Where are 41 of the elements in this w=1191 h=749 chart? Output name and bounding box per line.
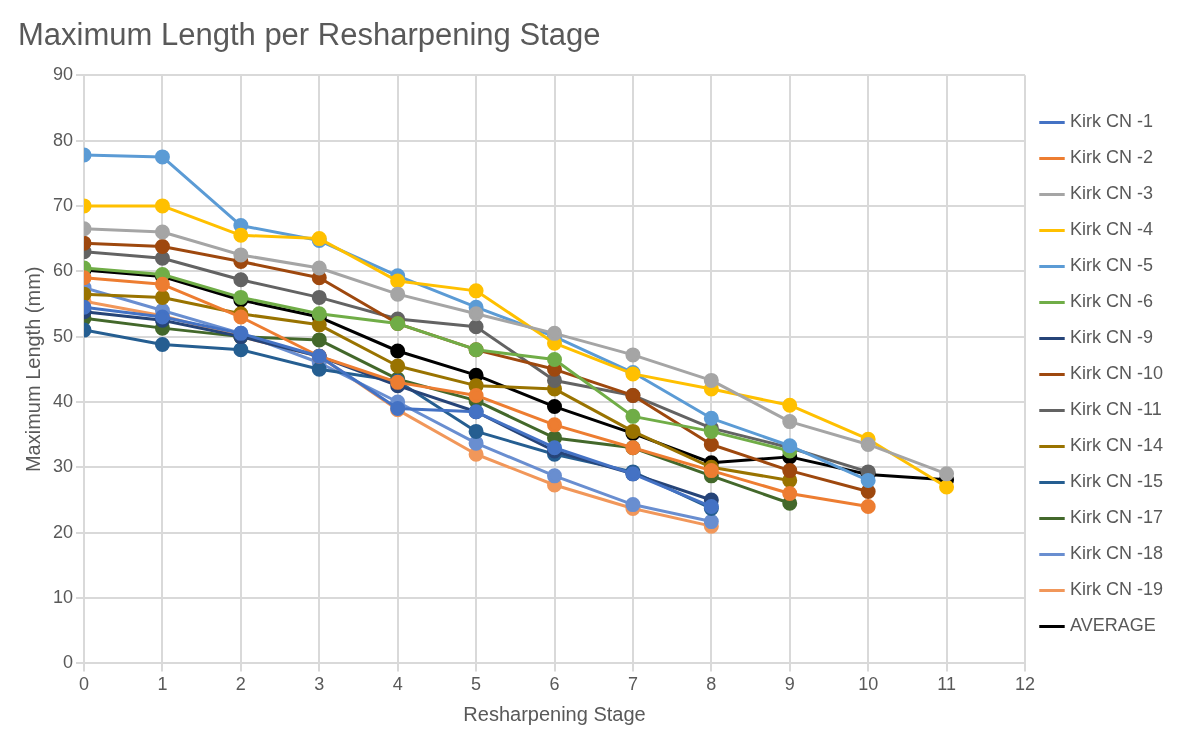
legend-label: Kirk CN -15 [1069, 471, 1163, 492]
legend-label: Kirk CN -14 [1069, 435, 1163, 456]
x-tick-label: 8 [706, 674, 717, 695]
y-tick-label: 70 [52, 194, 74, 215]
x-tick-label: 6 [549, 674, 560, 695]
y-tick-label: 60 [52, 260, 74, 281]
y-tick-label: 10 [52, 587, 74, 608]
y-tick-label: 80 [52, 129, 74, 150]
x-tick-label: 3 [314, 674, 325, 695]
x-tick-label: 11 [937, 674, 956, 695]
legend-label: Kirk CN -3 [1069, 183, 1153, 204]
x-tick-label: 4 [392, 674, 403, 695]
chart-title: Maximum Length per Resharpening Stage [18, 17, 601, 53]
y-tick-label: 20 [52, 521, 74, 542]
legend-label: Kirk CN -6 [1069, 291, 1153, 312]
x-tick-label: 0 [79, 674, 90, 695]
legend-label: Kirk CN -11 [1069, 399, 1162, 420]
y-tick-label: 30 [52, 456, 74, 477]
y-tick-label: 90 [52, 64, 74, 85]
y-axis-title: Maximum Length (mm) [21, 266, 44, 473]
y-tick-label: 40 [52, 390, 74, 411]
legend-label: Kirk CN -10 [1069, 363, 1163, 384]
y-tick-label: 0 [63, 652, 74, 673]
x-tick-label: 5 [471, 674, 482, 695]
y-tick-label: 50 [52, 325, 74, 346]
x-tick-label: 7 [627, 674, 638, 695]
x-tick-label: 9 [784, 674, 795, 695]
legend-label: Kirk CN -9 [1069, 327, 1153, 348]
legend-label: AVERAGE [1069, 615, 1156, 636]
legend-label: Kirk CN -18 [1069, 543, 1163, 564]
legend-label: Kirk CN -17 [1069, 507, 1163, 528]
legend-label: Kirk CN -2 [1069, 147, 1153, 168]
legend-label: Kirk CN -5 [1069, 255, 1153, 276]
legend-label: Kirk CN -19 [1069, 579, 1163, 600]
x-tick-label: 10 [858, 674, 879, 695]
x-tick-label: 12 [1014, 674, 1035, 695]
legend-label: Kirk CN -4 [1069, 219, 1153, 240]
x-tick-label: 2 [235, 674, 246, 695]
x-tick-label: 1 [157, 674, 168, 695]
x-axis-title: Resharpening Stage [463, 702, 646, 725]
legend-label: Kirk CN -1 [1069, 111, 1153, 132]
